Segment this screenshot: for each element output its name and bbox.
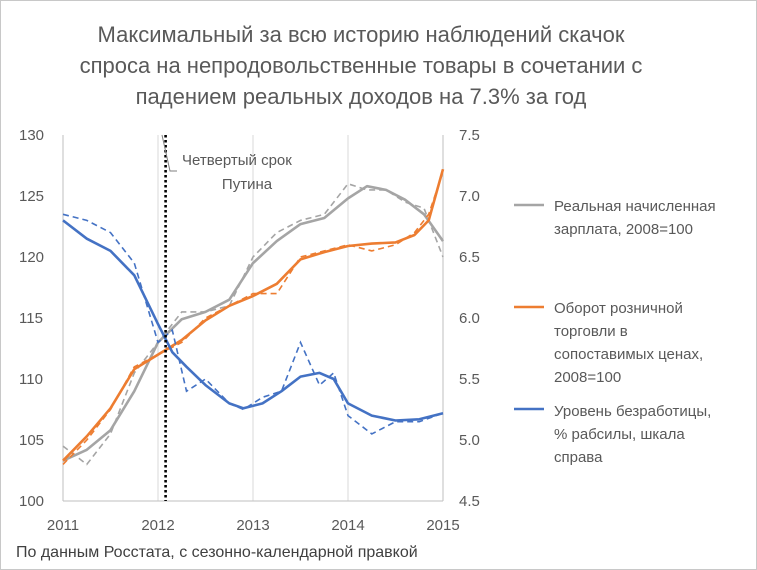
series-trend-line-2 — [62, 219, 444, 422]
y-tick-right: 7.0 — [459, 188, 480, 205]
legend-label-2: справа — [554, 449, 603, 466]
chart-title: Максимальный за всю историю наблюдений с… — [41, 19, 681, 112]
y-tick-left: 120 — [19, 249, 44, 266]
x-tick-label: 2014 — [331, 517, 364, 534]
y-tick-right: 4.5 — [459, 493, 480, 510]
y-tick-left: 110 — [19, 371, 43, 388]
legend-label-0: Реальная начисленная — [554, 198, 716, 215]
legend-label-1: Оборот розничной — [554, 300, 683, 317]
legend-label-1: сопоставимых ценах, — [554, 346, 703, 363]
x-tick-label: 2013 — [236, 517, 269, 534]
y-tick-left: 105 — [19, 432, 44, 449]
series-raw-line-2 — [62, 213, 444, 435]
y-tick-left: 130 — [19, 127, 44, 144]
legend-label-1: 2008=100 — [554, 369, 621, 386]
x-tick-label: 2011 — [47, 517, 79, 534]
y-tick-left: 125 — [19, 188, 44, 205]
legend-label-1: торговли в — [554, 323, 628, 340]
source-note: По данным Росстата, с сезонно-календарно… — [16, 544, 418, 561]
legend-label-2: Уровень безработицы, — [554, 403, 711, 420]
y-tick-right: 6.5 — [459, 249, 480, 266]
x-tick-label: 2012 — [141, 517, 174, 534]
annotation-leader — [161, 134, 177, 172]
y-tick-right: 7.5 — [459, 127, 480, 144]
y-tick-left: 100 — [19, 493, 44, 510]
series-trend-line-0 — [62, 184, 445, 462]
legend-label-2: % рабсилы, шкала — [554, 426, 685, 443]
title-line-2: спроса на непродовольственные товары в с… — [79, 53, 643, 78]
series-trend-line-1 — [62, 168, 445, 462]
title-line-1: Максимальный за всю историю наблюдений с… — [97, 22, 625, 47]
y-tick-left: 115 — [19, 310, 43, 327]
annotation-text-line-1: Четвертый срок — [182, 152, 292, 169]
y-tick-right: 5.0 — [459, 432, 480, 449]
annotation-text-line-2: Путина — [222, 176, 273, 193]
title-line-3: падением реальных доходов на 7.3% за год — [135, 84, 587, 109]
legend-label-0: зарплата, 2008=100 — [554, 221, 693, 238]
x-tick-label: 2015 — [426, 517, 459, 534]
y-tick-right: 6.0 — [459, 310, 480, 327]
y-tick-right: 5.5 — [459, 371, 480, 388]
